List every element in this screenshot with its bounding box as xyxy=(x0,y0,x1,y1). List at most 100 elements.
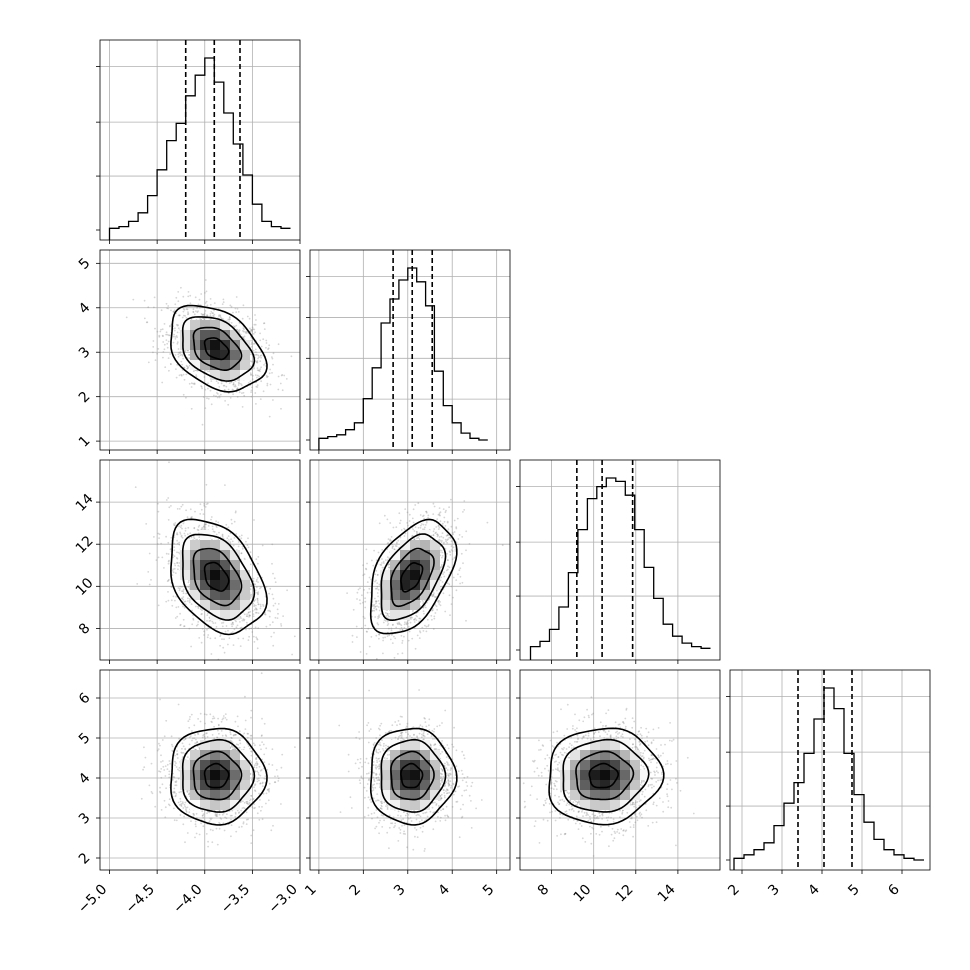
sample-point xyxy=(243,335,246,338)
sample-point xyxy=(447,568,449,571)
sample-point xyxy=(256,384,259,386)
sample-point xyxy=(448,594,451,597)
density-cell xyxy=(180,320,190,330)
sample-point xyxy=(439,520,442,523)
sample-point xyxy=(263,613,266,616)
sample-point xyxy=(440,564,443,566)
sample-point xyxy=(206,502,209,505)
sample-point xyxy=(442,536,445,539)
sample-point xyxy=(219,633,222,636)
sample-point xyxy=(440,535,443,538)
sample-point xyxy=(237,384,240,386)
sample-point xyxy=(280,407,282,410)
sample-point xyxy=(456,517,459,520)
sample-point xyxy=(257,627,260,629)
sample-point xyxy=(209,389,212,392)
sample-point xyxy=(183,314,185,317)
sample-point xyxy=(196,369,199,372)
sample-point xyxy=(468,543,471,545)
sample-point xyxy=(192,310,195,313)
sample-point xyxy=(259,605,262,608)
sample-point xyxy=(165,600,168,603)
sample-point xyxy=(157,532,160,535)
sample-point xyxy=(425,510,428,513)
sample-point xyxy=(438,513,441,516)
sample-point xyxy=(364,624,367,627)
sample-point xyxy=(247,639,250,641)
sample-point xyxy=(202,526,205,528)
sample-point xyxy=(188,579,190,582)
sample-point xyxy=(161,334,164,337)
sample-point xyxy=(441,565,443,568)
sample-point xyxy=(252,602,255,605)
sample-point xyxy=(204,524,207,526)
sample-point xyxy=(188,627,191,630)
sample-point xyxy=(424,624,426,627)
sample-point xyxy=(238,382,241,385)
sample-point xyxy=(424,524,427,526)
sample-point xyxy=(250,343,253,346)
sample-point xyxy=(222,301,225,303)
sample-point xyxy=(247,546,250,549)
sample-point xyxy=(362,601,364,604)
sample-point xyxy=(362,615,365,618)
sample-point xyxy=(205,300,208,303)
sample-point xyxy=(401,642,404,644)
sample-point xyxy=(177,314,180,317)
sample-point xyxy=(425,510,427,513)
sample-point xyxy=(240,537,243,540)
sample-point xyxy=(181,590,183,593)
sample-point xyxy=(248,317,251,320)
sample-point xyxy=(263,328,266,330)
sample-point xyxy=(256,578,258,581)
sample-point xyxy=(240,534,243,537)
sample-point xyxy=(447,528,450,531)
sample-point xyxy=(227,526,230,529)
sample-point xyxy=(452,546,455,549)
sample-point xyxy=(358,599,361,601)
sample-point xyxy=(191,609,194,612)
sample-point xyxy=(452,533,455,536)
sample-point xyxy=(444,525,447,527)
sample-point xyxy=(234,385,237,388)
sample-point xyxy=(391,547,394,550)
sample-point xyxy=(227,392,230,395)
sample-point xyxy=(254,611,257,614)
sample-point xyxy=(257,592,259,595)
sample-point xyxy=(260,354,263,357)
sample-point xyxy=(207,627,210,629)
sample-point xyxy=(156,352,159,355)
sample-point xyxy=(218,396,221,399)
sample-point xyxy=(375,559,378,562)
sample-point xyxy=(405,623,408,626)
density-cell xyxy=(220,560,230,570)
density-cell xyxy=(210,590,220,600)
sample-point xyxy=(190,386,193,388)
sample-point xyxy=(277,375,280,378)
sample-point xyxy=(215,520,218,523)
sample-point xyxy=(186,367,189,370)
sample-point xyxy=(177,587,180,589)
sample-point xyxy=(383,619,386,621)
sample-point xyxy=(179,612,182,615)
sample-point xyxy=(255,353,258,356)
sample-point xyxy=(378,522,381,525)
sample-point xyxy=(406,522,409,524)
sample-point xyxy=(255,586,258,589)
sample-point xyxy=(272,597,275,600)
sample-point xyxy=(374,587,377,590)
sample-point xyxy=(249,551,252,554)
sample-point xyxy=(386,612,389,615)
sample-point xyxy=(398,622,401,625)
density-cell xyxy=(380,590,390,600)
sample-point xyxy=(248,635,251,638)
sample-point xyxy=(396,541,398,544)
sample-point xyxy=(424,526,426,529)
sample-point xyxy=(388,563,391,566)
sample-point xyxy=(204,526,207,528)
sample-point xyxy=(450,549,453,551)
sample-point xyxy=(254,374,257,376)
sample-point xyxy=(446,542,449,544)
density-cell xyxy=(220,540,230,550)
density-panel-2-1 xyxy=(309,459,511,661)
